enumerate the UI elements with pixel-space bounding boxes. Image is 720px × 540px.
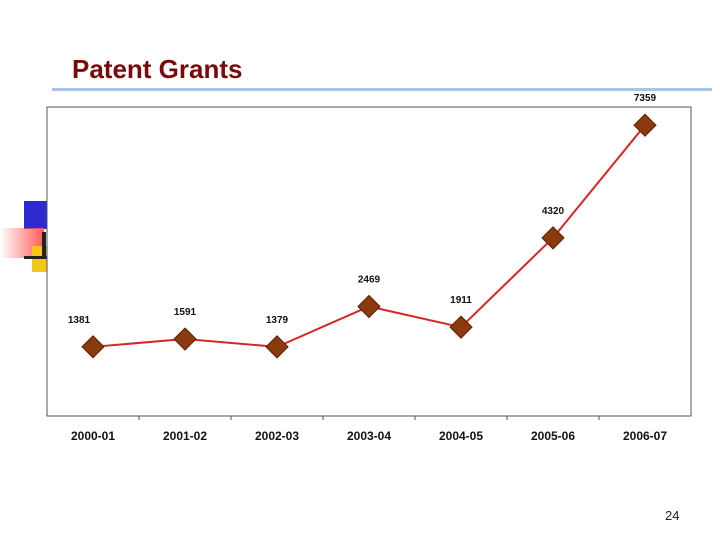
data-point-marker — [173, 327, 197, 351]
data-point-marker — [449, 315, 473, 339]
data-point-marker — [81, 335, 105, 359]
data-label: 2469 — [358, 274, 381, 285]
data-point-marker — [265, 335, 289, 359]
decor-black-bar-horizontal — [24, 256, 52, 259]
x-tick-label: 2005-06 — [531, 429, 575, 443]
data-label: 4320 — [542, 206, 565, 217]
x-tick-label: 2002-03 — [255, 429, 299, 443]
x-tick-label: 2003-04 — [347, 429, 391, 443]
page-number: 24 — [665, 508, 680, 523]
x-axis-labels: 2000-01 2001-02 2002-03 2003-04 2004-05 2005-… — [71, 429, 667, 443]
data-point-marker — [541, 226, 565, 250]
data-point-marker — [633, 113, 657, 137]
data-label: 1379 — [266, 315, 289, 326]
x-tick-label: 2006-07 — [623, 429, 667, 443]
data-label: 1911 — [450, 295, 472, 306]
title-underline — [52, 88, 712, 91]
x-axis-ticks — [138, 416, 600, 420]
plot-area-frame — [46, 106, 692, 417]
x-tick-label: 2004-05 — [439, 429, 483, 443]
data-point-marker — [357, 294, 381, 319]
decor-black-bar-vertical — [42, 232, 46, 256]
series-group — [81, 113, 657, 359]
data-label: 1381 — [68, 315, 91, 326]
data-label: 7359 — [634, 93, 657, 104]
page-title: Patent Grants — [72, 54, 243, 84]
x-tick-label: 2001-02 — [163, 429, 207, 443]
data-label: 1591 — [174, 307, 197, 318]
x-tick-label: 2000-01 — [71, 429, 115, 443]
data-labels: 1381 1591 1379 2469 1911 4320 7359 — [68, 93, 657, 326]
